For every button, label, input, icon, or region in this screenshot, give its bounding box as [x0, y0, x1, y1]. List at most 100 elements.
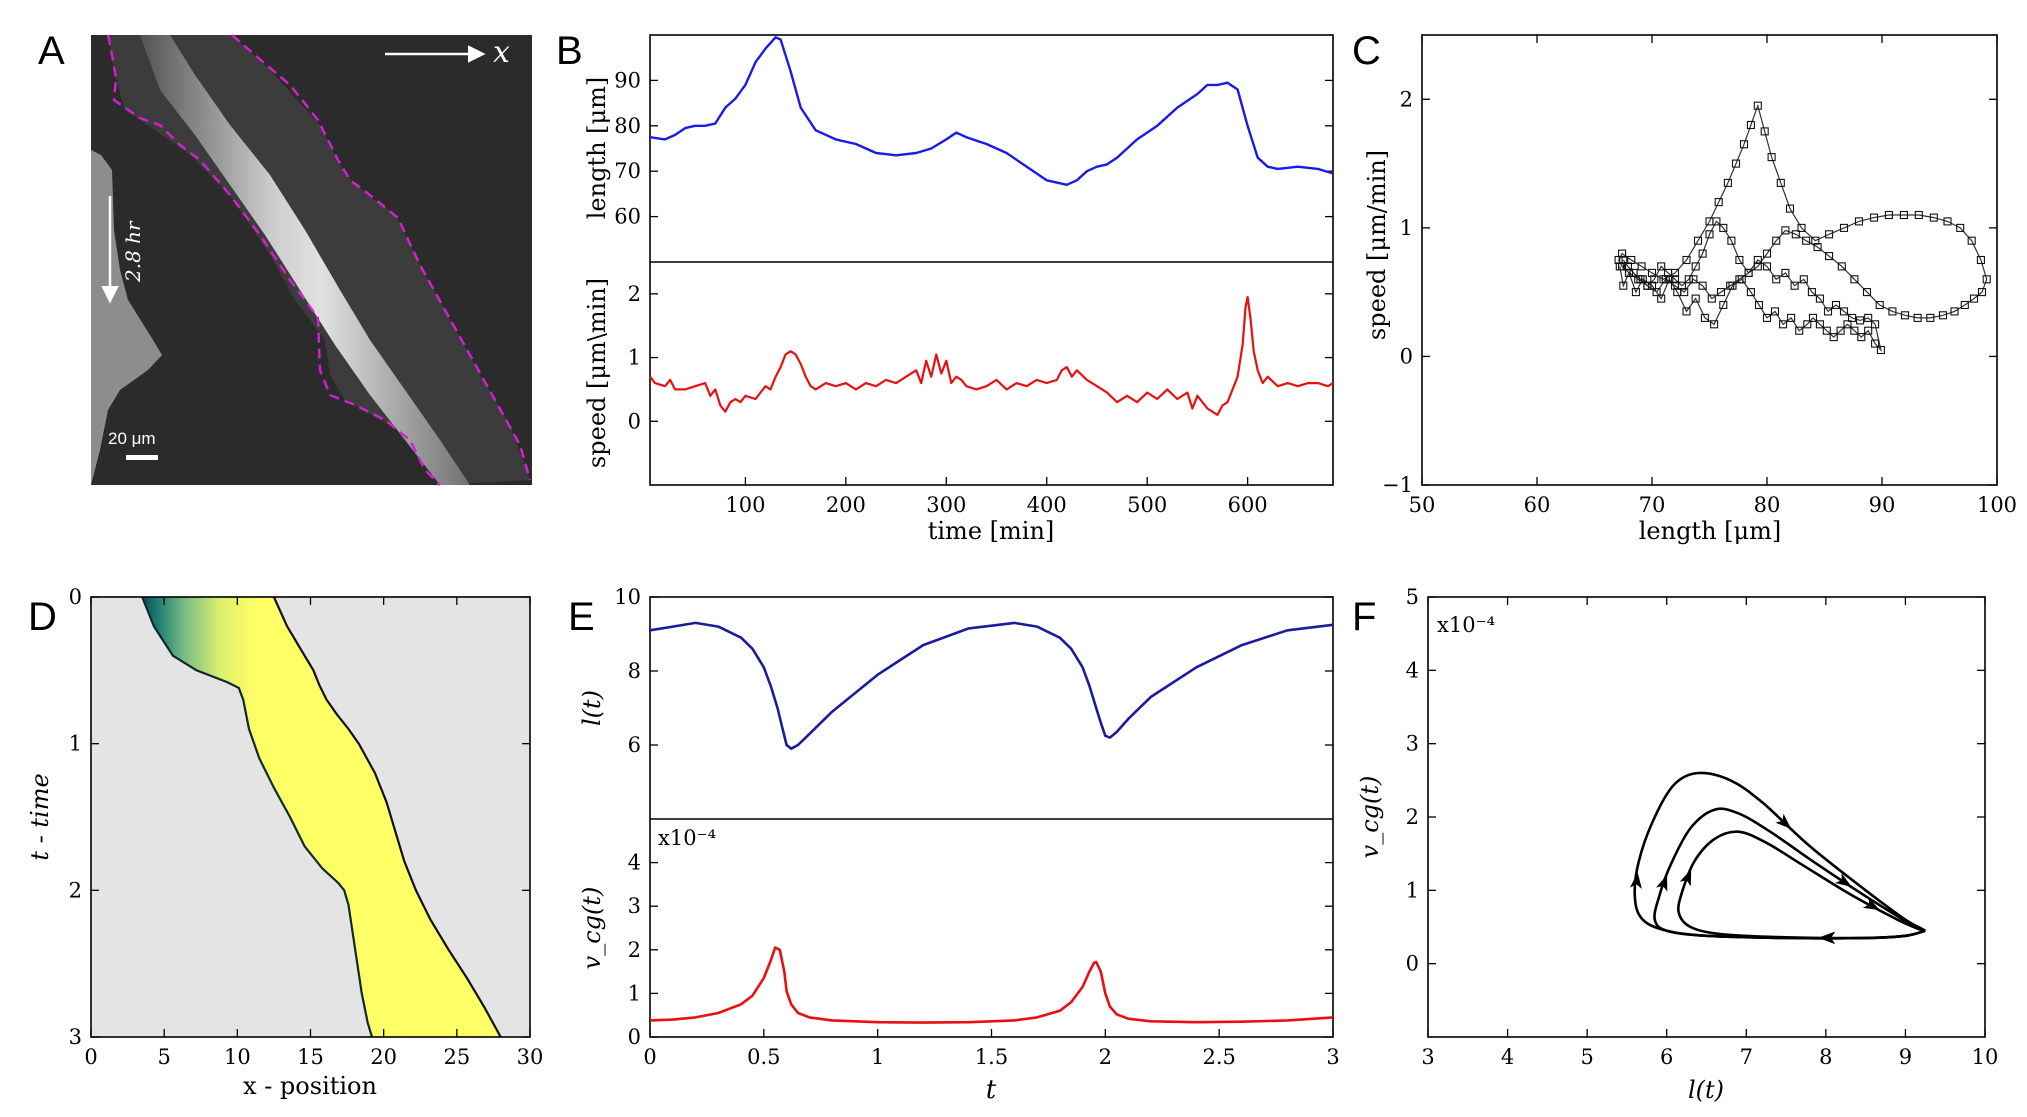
data-point-marker [1684, 275, 1693, 284]
data-point-marker [1723, 178, 1732, 187]
direction-arrow-icon [1679, 869, 1692, 887]
x-tick-label: 9 [1899, 1045, 1912, 1069]
data-point-marker [1647, 281, 1657, 290]
data-point-marker [1770, 307, 1780, 316]
x-tick-label: 15 [297, 1045, 324, 1069]
data-point-marker [1714, 198, 1723, 207]
y-tick-label: 0 [1406, 952, 1419, 976]
data-point-marker [1691, 294, 1700, 303]
direction-arrow-icon [1655, 874, 1668, 892]
vcg-series-line [649, 946, 1334, 1024]
y-tick-label: 80 [614, 114, 641, 138]
data-point-marker [1657, 262, 1666, 271]
y-tick-label: 70 [614, 159, 641, 183]
data-point-marker [1659, 275, 1668, 284]
x-tick-label: 5 [157, 1045, 170, 1069]
data-point-marker [1698, 281, 1707, 290]
x-tick-label: 70 [1639, 493, 1666, 517]
y-tick-label: 3 [69, 1025, 82, 1049]
data-point-marker [1929, 213, 1938, 222]
speed-series-line [649, 295, 1334, 416]
data-point-marker [1938, 311, 1948, 320]
data-point-marker [1618, 249, 1627, 258]
data-point-marker [1753, 101, 1762, 110]
data-point-marker [1636, 275, 1645, 284]
x-tick-label: 8 [1819, 1045, 1832, 1069]
panel-e-multiplier: x10⁻⁴ [658, 826, 716, 850]
y-tick-label: 0 [1400, 344, 1413, 368]
data-point-marker [1772, 236, 1781, 245]
data-point-marker [1822, 326, 1831, 335]
data-point-marker [1823, 307, 1833, 316]
data-point-marker [1837, 262, 1846, 271]
orbit-3-curve [1677, 830, 1926, 940]
x-tick-label: 25 [443, 1045, 470, 1069]
x-tick-label: 2.5 [1202, 1045, 1235, 1069]
x-direction-label: x [493, 35, 510, 70]
data-point-marker [1785, 204, 1795, 213]
data-point-marker [1869, 213, 1879, 222]
x-tick-label: 3 [1326, 1045, 1339, 1069]
data-point-marker [1753, 262, 1762, 271]
data-point-marker [1943, 217, 1952, 226]
data-point-marker [1876, 345, 1885, 355]
data-point-marker [1779, 320, 1788, 329]
data-point-marker [1753, 255, 1762, 265]
y-tick-label: 3 [628, 894, 641, 918]
x-tick-label: 400 [1027, 493, 1067, 517]
x-tick-label: 7 [1740, 1045, 1753, 1069]
data-point-marker [1781, 268, 1790, 277]
direction-arrow-icon [1818, 931, 1835, 944]
data-point-marker [1705, 230, 1714, 239]
x-tick-label: 600 [1228, 493, 1268, 517]
data-point-marker [1857, 333, 1866, 342]
panel-label-D: D [28, 595, 57, 639]
panel-b-speed-plot: 0 1 2 100 200 300 400 500 600 [628, 282, 1334, 517]
data-point-marker [1698, 249, 1707, 258]
direction-arrow-icon [1629, 872, 1642, 889]
data-point-marker [1864, 326, 1873, 335]
x-tick-label: 90 [1869, 493, 1896, 517]
data-point-marker [1790, 281, 1799, 290]
y-tick-label: 5 [1406, 585, 1419, 609]
data-point-marker [1875, 300, 1884, 310]
data-point-marker [1825, 230, 1834, 239]
data-point-marker [1735, 255, 1744, 265]
panel-label-A: A [38, 29, 65, 73]
y-tick-label: 8 [628, 659, 641, 683]
data-point-marker [1871, 339, 1880, 348]
x-tick-label: 30 [517, 1045, 544, 1069]
data-point-marker [1956, 223, 1965, 232]
x-tick-label: 0 [643, 1045, 656, 1069]
data-point-marker [1884, 210, 1893, 220]
panel-c-phase-plot: −1 0 1 2 50 60 70 80 90 100 [1382, 35, 2017, 517]
data-point-marker [1670, 275, 1680, 284]
y-tick-label: 4 [1406, 658, 1419, 682]
panel-e: 6 8 10 0 1 2 3 4 0 0.5 1 1.5 2 2.5 3 l(t) v_cg(t) x10… [578, 585, 1340, 1105]
data-point-marker [1680, 288, 1689, 297]
left-edge-line [141, 596, 374, 1038]
panel-c-ylabel: speed [μm/min] [1363, 150, 1391, 340]
data-point-marker [1719, 223, 1728, 232]
data-point-marker [1871, 320, 1880, 329]
direction-arrow-icon [1862, 897, 1880, 911]
data-point-marker [1839, 307, 1849, 316]
data-point-marker [1664, 268, 1673, 277]
data-point-marker [1650, 275, 1659, 284]
data-point-marker [1762, 313, 1772, 322]
data-point-marker [1716, 288, 1726, 297]
data-point-marker [1811, 236, 1820, 245]
data-point-marker [1839, 223, 1849, 232]
data-point-marker [1829, 333, 1838, 342]
data-point-marker [1689, 275, 1698, 284]
length-series-line [649, 36, 1334, 187]
data-point-marker [1767, 153, 1776, 162]
data-point-marker [1888, 307, 1897, 316]
data-point-marker [1815, 294, 1824, 303]
y-tick-label: 2 [69, 878, 82, 902]
x-tick-label: 4 [1501, 1045, 1514, 1069]
x-tick-label: 3 [1421, 1045, 1434, 1069]
x-tick-label: 500 [1127, 493, 1167, 517]
